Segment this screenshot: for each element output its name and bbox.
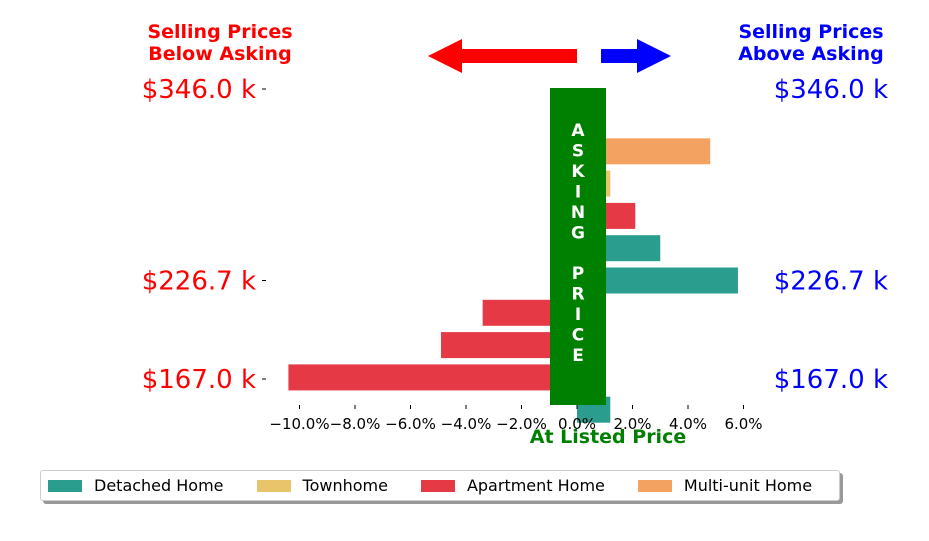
x-tick-label: −10.0%	[269, 415, 329, 433]
x-tick-label: −4.0%	[441, 415, 492, 433]
left-red-arrow-icon	[428, 39, 577, 73]
asking-price-letter: I	[575, 183, 581, 203]
legend-swatch	[420, 479, 455, 492]
x-tick-label: 2.0%	[613, 415, 651, 433]
direction-arrows	[428, 39, 671, 73]
x-axis: −10.0% −8.0% −6.0% −4.0% −2.0% 0.0% 2.0% 4.0% 6.…	[269, 405, 763, 433]
right-blue-arrow-icon	[601, 39, 671, 73]
legend-item-detached: Detached Home	[48, 476, 224, 495]
bar-apartment-home	[288, 364, 577, 391]
asking-price-letter: S	[572, 142, 584, 162]
y-tick-label-left: $167.0 k	[142, 365, 256, 395]
legend-item-townhome: Townhome	[256, 476, 388, 495]
below-asking-label: Selling Prices Below Asking	[147, 21, 293, 65]
asking-price-letter: R	[571, 285, 584, 305]
bars-layer	[288, 138, 738, 423]
asking-price-letter: A	[571, 121, 585, 141]
legend: Detached Home Townhome Apartment Home Mu…	[40, 470, 840, 501]
y-tick-label-right: $167.0 k	[774, 365, 888, 395]
asking-price-letter: K	[571, 162, 585, 182]
asking-price-letter: N	[571, 203, 585, 223]
asking-price-letter: I	[575, 305, 581, 325]
x-tick-label: −2.0%	[496, 415, 547, 433]
legend-label: Apartment Home	[466, 476, 605, 495]
asking-price-letter: P	[572, 264, 584, 284]
legend-label: Multi-unit Home	[683, 476, 813, 495]
left-y-axis: $346.0 k $226.7 k $167.0 k	[142, 75, 266, 395]
asking-price-letter: C	[572, 326, 584, 346]
asking-price-letter: G	[571, 224, 585, 244]
right-y-axis: $346.0 k $226.7 k $167.0 k	[774, 75, 888, 395]
at-listed-price-label: At Listed Price	[529, 426, 687, 448]
legend-item-apartment: Apartment Home	[420, 476, 605, 495]
legend-item-multi-unit: Multi-unit Home	[637, 476, 813, 495]
y-tick-label-right: $226.7 k	[774, 267, 888, 297]
legend-label: Townhome	[302, 476, 388, 495]
x-tick-label: 0.0%	[558, 415, 596, 433]
y-tick-label-left: $226.7 k	[142, 267, 256, 297]
x-tick-label: −6.0%	[385, 415, 436, 433]
x-tick-label: 4.0%	[669, 415, 707, 433]
asking-price-band	[550, 88, 606, 405]
legend-swatch	[256, 479, 291, 492]
legend-swatch	[48, 479, 82, 492]
x-tick-label: 6.0%	[724, 415, 762, 433]
asking-price-letter: E	[572, 346, 584, 366]
above-asking-label: Selling Prices Above Asking	[738, 21, 884, 65]
y-tick-label-right: $346.0 k	[774, 75, 888, 105]
y-tick-label-left: $346.0 k	[142, 75, 256, 105]
legend-label: Detached Home	[94, 476, 224, 495]
x-tick-label: −8.0%	[330, 415, 381, 433]
legend-swatch	[637, 479, 672, 492]
